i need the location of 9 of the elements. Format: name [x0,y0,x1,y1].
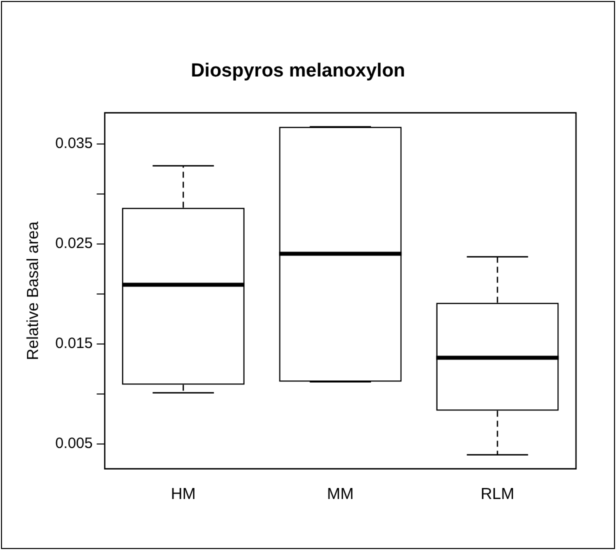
x-tick-label: MM [327,486,354,503]
y-tick-label: 0.025 [55,234,93,252]
y-axis-title: Relative Basal area [25,221,42,360]
chart-title: Diospyros melanoxylon [190,60,406,82]
y-tick-label: 0.035 [55,134,93,152]
y-tick-label: 0.005 [55,434,93,452]
y-tick-label: 0.015 [55,334,93,352]
x-tick-label: RLM [480,486,514,503]
x-tick-label: HM [170,486,196,503]
